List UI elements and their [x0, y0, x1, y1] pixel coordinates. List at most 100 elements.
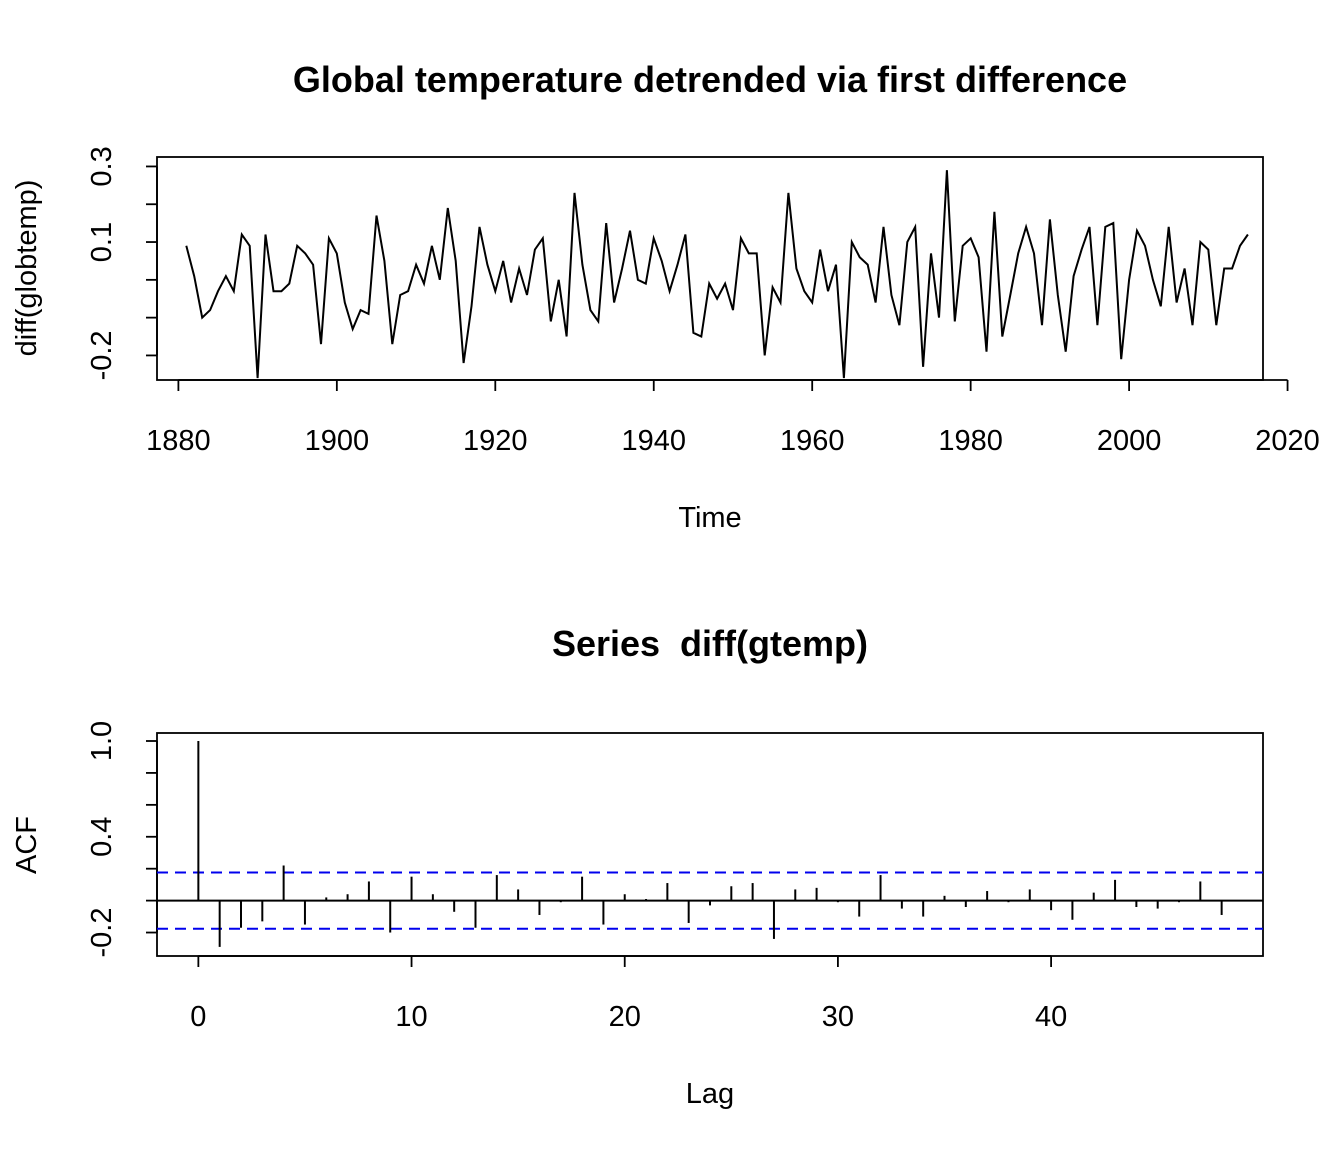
timeseries-point: [367, 313, 369, 315]
timeseries-point: [645, 282, 647, 284]
timeseries-point: [1128, 279, 1130, 281]
timeseries-point: [724, 282, 726, 284]
timeseries-point: [288, 282, 290, 284]
timeseries-point: [700, 335, 702, 337]
timeseries-point: [193, 275, 195, 277]
timeseries-point: [352, 328, 354, 330]
timeseries-point: [264, 233, 266, 235]
timeseries-point: [1183, 267, 1185, 269]
timeseries-point: [676, 264, 678, 266]
timeseries-point: [748, 252, 750, 254]
acf-x-axis: 0 10 20 30 40: [190, 955, 1067, 1033]
timeseries-x-axis: 1880 1900 1920 1940 1960 1980 2000 2020: [146, 379, 1320, 457]
acf-title: Series diff(gtemp): [552, 623, 868, 664]
timeseries-point: [359, 309, 361, 311]
timeseries-point: [280, 290, 282, 292]
timeseries-point: [882, 226, 884, 228]
timeseries-point: [835, 264, 837, 266]
timeseries-point: [938, 316, 940, 318]
timeseries-point: [779, 301, 781, 303]
timeseries-point: [954, 320, 956, 322]
acf-x-tick-label: 0: [190, 1001, 206, 1033]
timeseries-point: [597, 320, 599, 322]
acf-panel: Series diff(gtemp) 0 10 20 30 40 -0.20.41.0 …: [11, 623, 1264, 1110]
timeseries-point: [716, 298, 718, 300]
timeseries-x-tick-label: 1940: [621, 425, 686, 457]
timeseries-point: [732, 309, 734, 311]
timeseries-point: [1104, 226, 1106, 228]
timeseries-point: [668, 290, 670, 292]
timeseries-point: [447, 207, 449, 209]
timeseries-point: [859, 256, 861, 258]
timeseries-point: [1207, 248, 1209, 250]
timeseries-point: [890, 294, 892, 296]
timeseries-point: [439, 279, 441, 281]
timeseries-point: [843, 377, 845, 379]
timeseries-point: [819, 248, 821, 250]
timeseries-point: [336, 252, 338, 254]
acf-x-label: Lag: [686, 1078, 734, 1110]
acf-y-tick-label: -0.2: [86, 908, 118, 958]
timeseries-x-tick-label: 1980: [938, 425, 1003, 457]
timeseries-point: [621, 267, 623, 269]
timeseries-point: [1088, 226, 1090, 228]
timeseries-point: [637, 279, 639, 281]
timeseries-x-label: Time: [678, 502, 741, 534]
timeseries-point: [811, 301, 813, 303]
timeseries-point: [1025, 226, 1027, 228]
timeseries-point: [1112, 222, 1114, 224]
timeseries-point: [898, 324, 900, 326]
timeseries-y-tick-label: 0.1: [86, 222, 118, 262]
timeseries-point: [1231, 267, 1233, 269]
timeseries-point: [1080, 248, 1082, 250]
timeseries-point: [407, 290, 409, 292]
timeseries-point: [558, 279, 560, 281]
timeseries-point: [653, 237, 655, 239]
timeseries-point: [1191, 324, 1193, 326]
timeseries-x-tick-label: 1920: [463, 425, 528, 457]
timeseries-point: [1096, 324, 1098, 326]
acf-y-tick-label: 1.0: [86, 721, 118, 761]
timeseries-point: [217, 290, 219, 292]
timeseries-point: [684, 233, 686, 235]
timeseries-point: [613, 301, 615, 303]
timeseries-point: [740, 237, 742, 239]
timeseries-point: [550, 320, 552, 322]
timeseries-point: [993, 211, 995, 213]
timeseries-point: [1168, 226, 1170, 228]
acf-x-tick-label: 10: [395, 1001, 427, 1033]
timeseries-point: [803, 290, 805, 292]
timeseries-point: [1072, 275, 1074, 277]
timeseries-point: [1001, 335, 1003, 337]
timeseries-point: [977, 256, 979, 258]
timeseries-point: [542, 237, 544, 239]
timeseries-point: [874, 301, 876, 303]
timeseries-point: [1136, 230, 1138, 232]
timeseries-point: [478, 226, 480, 228]
timeseries-point: [518, 267, 520, 269]
timeseries-point: [962, 245, 964, 247]
timeseries-point: [1247, 233, 1249, 235]
timeseries-point: [930, 252, 932, 254]
timeseries-y-tick-label: 0.3: [86, 146, 118, 186]
timeseries-point: [1239, 245, 1241, 247]
timeseries-point: [661, 260, 663, 262]
acf-bars: [197, 741, 1223, 947]
timeseries-point: [241, 233, 243, 235]
timeseries-x-tick-label: 2020: [1255, 425, 1320, 457]
timeseries-point: [462, 362, 464, 364]
timeseries-point: [391, 343, 393, 345]
timeseries-point: [383, 260, 385, 262]
timeseries-point: [423, 282, 425, 284]
timeseries-point: [787, 192, 789, 194]
timeseries-point: [431, 245, 433, 247]
timeseries-point: [256, 377, 258, 379]
timeseries-point: [1033, 252, 1035, 254]
timeseries-point: [922, 366, 924, 368]
timeseries-point: [1175, 301, 1177, 303]
timeseries-point: [233, 290, 235, 292]
timeseries-point: [1223, 267, 1225, 269]
timeseries-point: [526, 294, 528, 296]
timeseries-point: [415, 264, 417, 266]
